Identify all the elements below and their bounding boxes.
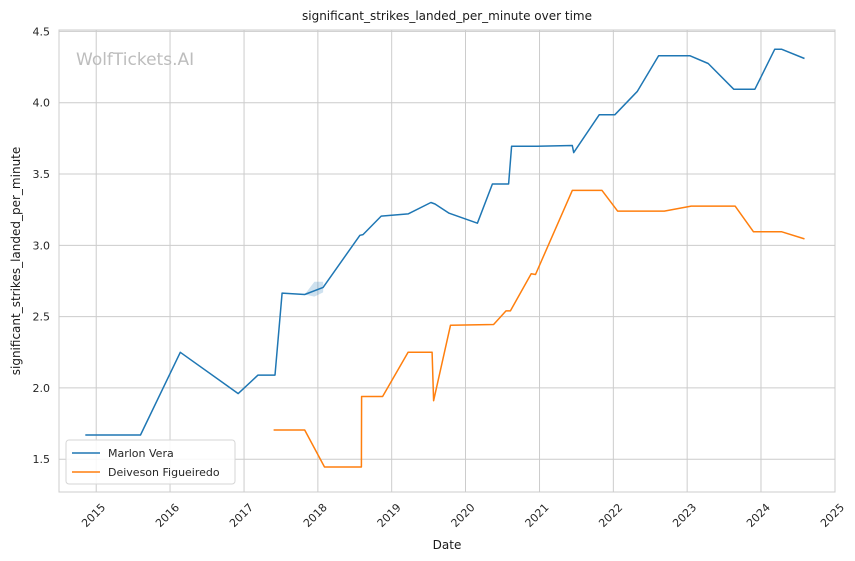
y-tick-label: 3.5	[33, 168, 51, 181]
y-tick-label: 2.0	[33, 382, 51, 395]
y-tick-label: 2.5	[33, 311, 51, 324]
series-lines	[85, 48, 805, 468]
y-tick-label: 1.5	[33, 453, 51, 466]
legend-label-deiveson-figueiredo: Deiveson Figueiredo	[108, 466, 220, 479]
legend: Marlon Vera Deiveson Figueiredo	[65, 439, 236, 485]
x-axis-label: Date	[433, 538, 462, 552]
legend-box	[65, 439, 236, 485]
y-tick-label: 3.0	[33, 239, 51, 252]
watermark: WolfTickets.AI	[76, 50, 194, 70]
series-line-marlon-vera	[85, 48, 805, 436]
y-tick-label: 4.5	[33, 25, 51, 38]
chart-title: significant_strikes_landed_per_minute ov…	[302, 9, 592, 23]
y-axis-tick-labels: 1.5 2.0 2.5 3.0 3.5 4.0 4.5	[33, 25, 51, 466]
grid	[59, 30, 836, 492]
y-axis-label: significant_strikes_landed_per_minute	[9, 147, 23, 376]
y-tick-label: 4.0	[33, 97, 51, 110]
series-line-deiveson-figueiredo	[273, 189, 805, 468]
legend-label-marlon-vera: Marlon Vera	[108, 447, 174, 460]
